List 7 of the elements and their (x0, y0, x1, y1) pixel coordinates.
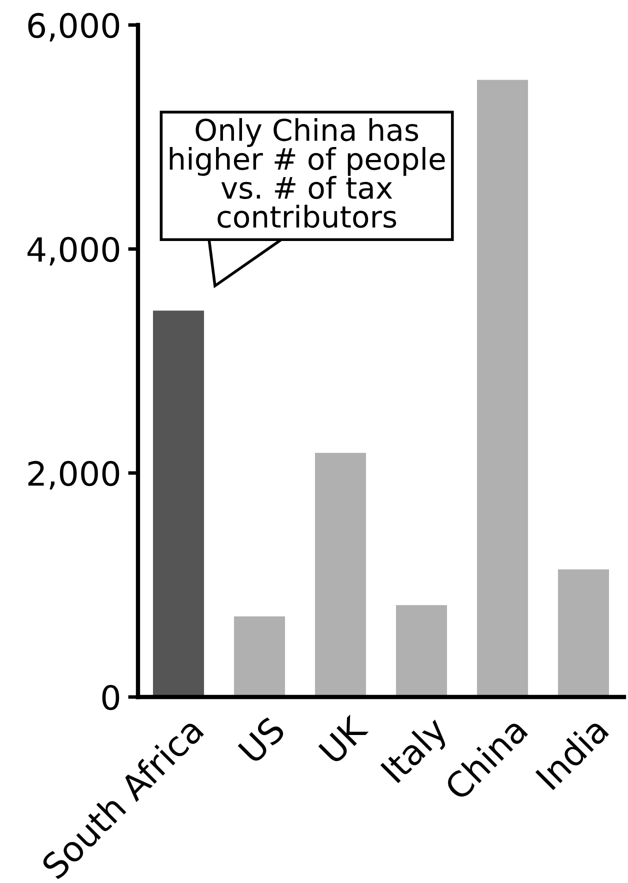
x-tick-label: US (238, 715, 286, 764)
y-tick-label: 6,000 (28, 12, 120, 42)
annotation: Only China has higher # of people vs. # of tax contributors (170, 118, 445, 228)
y-tick-label: 0 (102, 684, 120, 710)
y-tick-label: 2,000 (28, 460, 120, 490)
y-tick-label: 4,000 (28, 236, 120, 266)
x-tick-label: UK (318, 714, 370, 765)
